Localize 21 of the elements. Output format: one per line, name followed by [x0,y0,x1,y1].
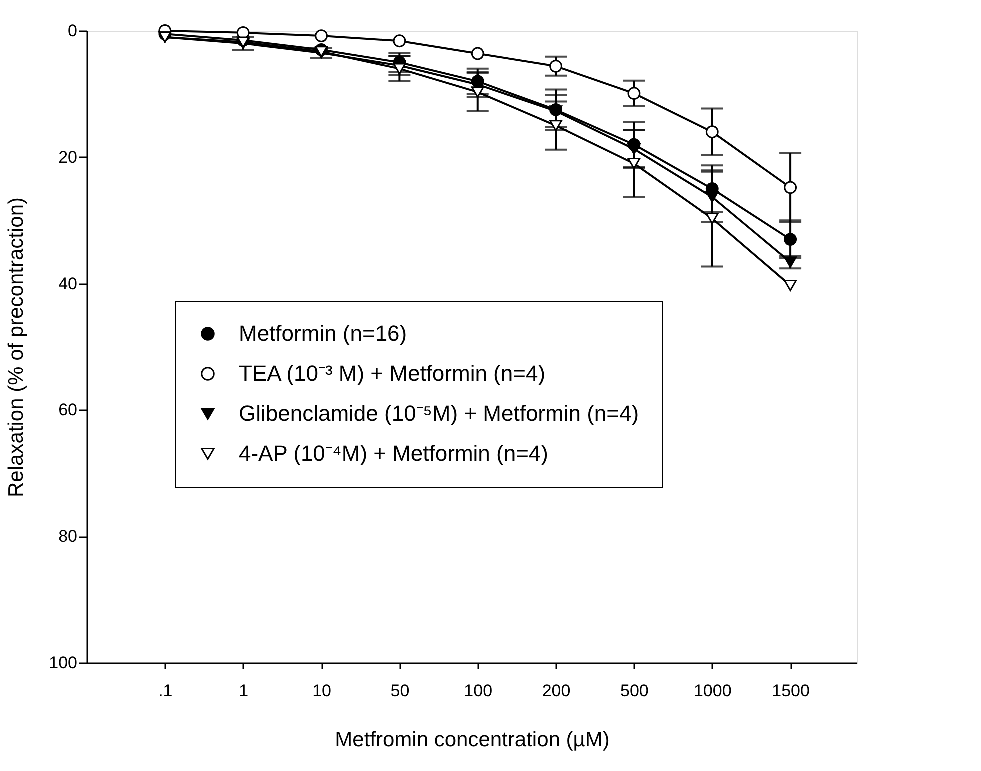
y-tick-label: 80 [58,527,78,546]
y-axis-title: Relaxation (% of precontraction) [5,198,28,498]
y-tick-label: 0 [68,22,78,40]
x-tick-label: 1000 [694,682,732,700]
y-tick-label: 40 [58,274,78,294]
y-tick-label: 60 [58,400,78,420]
x-tick-label: 1 [239,682,249,700]
x-tick-label: 200 [542,682,571,700]
x-tick-label: 10 [312,682,332,700]
legend-label: 4-AP (10⁻⁴M) + Metformin (n=4) [239,441,548,466]
legend-label: TEA (10⁻³ M) + Metformin (n=4) [239,361,546,386]
x-tick-label: 50 [390,682,410,700]
x-tick-label: 1500 [772,682,810,700]
legend-label: Glibenclamide (10⁻⁵M) + Metformin (n=4) [239,401,640,426]
legend-label: Metformin (n=16) [239,321,408,346]
x-tick-label: .1 [158,682,173,700]
y-tick-label: 100 [49,654,78,672]
x-axis-title: Metfromin concentration (µM) [335,728,610,752]
x-tick-label: 100 [464,682,493,700]
y-tick-label: 20 [58,148,78,167]
x-tick-label: 500 [620,682,649,700]
